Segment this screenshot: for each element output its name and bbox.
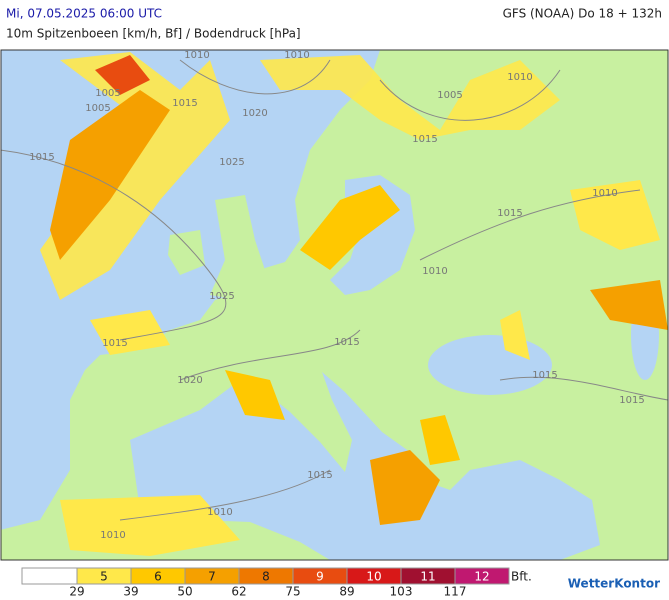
- map: 1010 1010 1005 1005 1015 1020 1015 1025 1005 1010…: [0, 49, 669, 561]
- legend-bft: 5: [100, 570, 108, 584]
- legend-bft: 10: [366, 570, 381, 584]
- legend-bft: 11: [420, 570, 435, 584]
- isobar-label: 1015: [102, 338, 127, 349]
- legend-kmh: 39: [123, 585, 138, 599]
- isobar-label: 1010: [184, 50, 209, 61]
- isobar-label: 1015: [619, 395, 644, 406]
- isobar-label: 1010: [592, 188, 617, 199]
- isobar-label: 1015: [172, 98, 197, 109]
- legend-kmh: 117: [444, 585, 467, 599]
- legend-calm: [21, 567, 78, 585]
- isobar-label: 1010: [100, 530, 125, 541]
- legend: 5 29 6 39 7 50 8 62 9 75 10 89 11 103 12 117 Bft.: [21, 567, 532, 599]
- legend-kmh: 103: [390, 585, 413, 599]
- legend-bft: 7: [208, 570, 216, 584]
- isobar-label: 1015: [334, 337, 359, 348]
- isobar-label: 1015: [307, 470, 332, 481]
- logo: WetterKontor: [568, 577, 660, 591]
- legend-swatch: [454, 567, 510, 585]
- model-run: GFS (NOAA) Do 18 + 132h: [503, 7, 662, 21]
- isobar-label: 1005: [95, 88, 120, 99]
- ireland: [168, 230, 205, 275]
- legend-bft: 8: [262, 570, 270, 584]
- legend-unit: Bft.: [511, 570, 532, 584]
- isobar-label: 1025: [219, 157, 244, 168]
- legend-bft: 12: [474, 570, 489, 584]
- isobar-label: 1020: [242, 108, 267, 119]
- isobar-label: 1005: [437, 90, 462, 101]
- black-sea: [428, 335, 552, 395]
- isobar-label: 1005: [85, 103, 110, 114]
- isobar-label: 1010: [507, 72, 532, 83]
- isobar-label: 1020: [177, 375, 202, 386]
- isobar-label: 1010: [284, 50, 309, 61]
- datetime: Mi, 07.05.2025 06:00 UTC: [6, 7, 162, 21]
- mediterranean: [130, 372, 600, 560]
- isobar-label: 1010: [422, 266, 447, 277]
- isobar-label: 1015: [497, 208, 522, 219]
- legend-bft: 9: [316, 570, 324, 584]
- isobar-label: 1015: [532, 370, 557, 381]
- isobar-label: 1015: [412, 134, 437, 145]
- legend-kmh: 62: [231, 585, 246, 599]
- legend-kmh: 50: [177, 585, 192, 599]
- isobar-label: 1010: [207, 507, 232, 518]
- isobar-label: 1025: [209, 291, 234, 302]
- legend-kmh: 29: [69, 585, 84, 599]
- subtitle: 10m Spitzenboeen [km/h, Bf] / Bodendruck…: [6, 27, 301, 41]
- legend-kmh: 89: [339, 585, 354, 599]
- legend-kmh: 75: [285, 585, 300, 599]
- legend-bft: 6: [154, 570, 162, 584]
- isobar-label: 1015: [29, 152, 54, 163]
- great-britain: [210, 195, 270, 300]
